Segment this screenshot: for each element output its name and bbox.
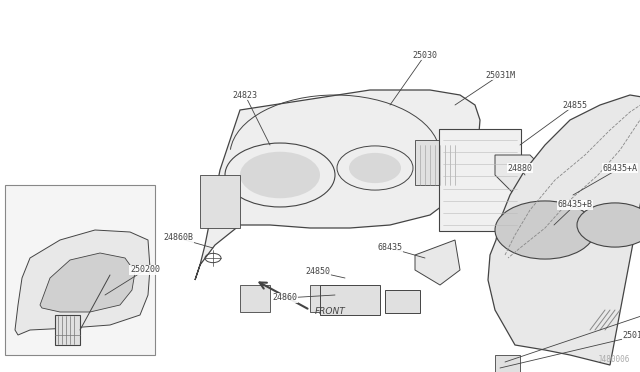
Circle shape <box>240 152 320 198</box>
Text: 25031M: 25031M <box>485 71 515 80</box>
Bar <box>415 140 455 185</box>
Polygon shape <box>415 240 460 285</box>
Bar <box>240 285 270 312</box>
Polygon shape <box>40 253 135 312</box>
Bar <box>5 185 155 355</box>
Text: 24850: 24850 <box>305 267 330 276</box>
Polygon shape <box>495 155 540 200</box>
FancyBboxPatch shape <box>439 129 521 231</box>
Bar <box>55 315 80 345</box>
Circle shape <box>577 203 640 247</box>
Text: FRONT: FRONT <box>315 308 346 317</box>
Text: 24855: 24855 <box>563 100 588 109</box>
Bar <box>320 285 380 315</box>
Bar <box>385 290 420 313</box>
Text: 24860: 24860 <box>273 294 298 302</box>
Circle shape <box>349 153 401 183</box>
Text: J480006: J480006 <box>598 355 630 364</box>
Text: 25030: 25030 <box>413 51 438 60</box>
Polygon shape <box>555 175 582 210</box>
Bar <box>200 175 240 228</box>
Bar <box>310 285 340 312</box>
Text: 250200: 250200 <box>130 266 160 275</box>
Text: 24823: 24823 <box>232 90 257 99</box>
Polygon shape <box>15 230 150 335</box>
Text: 68435+B: 68435+B <box>557 201 593 209</box>
Text: 24860B: 24860B <box>163 234 193 243</box>
Text: 68435+A: 68435+A <box>602 164 637 173</box>
Polygon shape <box>195 90 480 280</box>
Text: 25010AB: 25010AB <box>623 330 640 340</box>
Text: 68435: 68435 <box>378 244 403 253</box>
Text: 24880: 24880 <box>508 164 532 173</box>
Polygon shape <box>538 220 568 240</box>
Bar <box>495 355 520 372</box>
Polygon shape <box>488 95 640 365</box>
Circle shape <box>495 201 595 259</box>
